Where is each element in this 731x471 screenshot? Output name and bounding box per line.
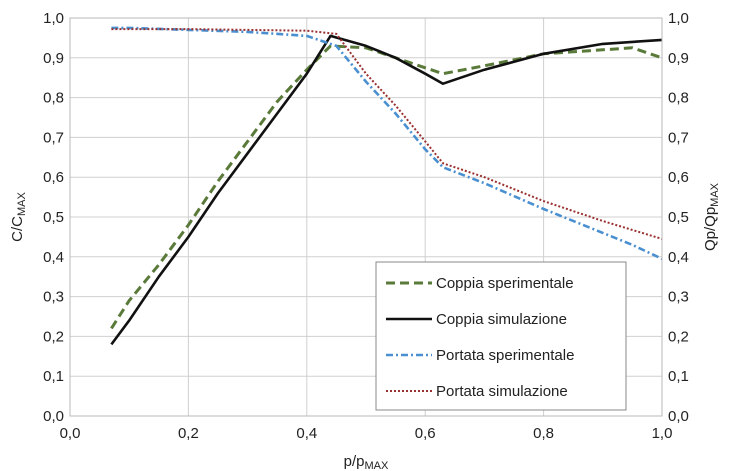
y-tick-label-left: 0,8: [43, 90, 64, 107]
y-tick-label-right: 0,6: [668, 169, 689, 186]
y-tick-label-right: 0,8: [668, 90, 689, 107]
y-tick-label-right: 0,3: [668, 289, 689, 306]
series-line-2: [110, 34, 663, 346]
x-tick-label: 0,8: [533, 425, 554, 442]
legend-box: [375, 261, 627, 411]
x-tick-label: 0,2: [178, 425, 199, 442]
y-tick-label-right: 0,0: [668, 408, 689, 425]
series-line-1: [110, 44, 663, 330]
y-tick-labels-left: 0,0 0,1 0,2 0,3 0,4 0,5 0,6 0,7 0,8 0,9 1,0: [43, 10, 64, 425]
legend: Coppia sperimentale Coppia simulazione Por…: [375, 261, 627, 411]
y-tick-label-right: 0,4: [668, 249, 689, 266]
y-tick-label-left: 0,4: [43, 249, 64, 266]
y-axis-title-left: C/CMAX: [9, 192, 28, 242]
y-tick-label-left: 0,1: [43, 368, 64, 385]
y-tick-label-left: 0,3: [43, 289, 64, 306]
series-line-3: [111, 26, 663, 260]
plot-border: [69, 17, 663, 417]
y-tick-label-left: 0,0: [43, 408, 64, 425]
legend-label-4: Portata simulazione: [436, 383, 568, 400]
y-tick-label-left: 0,6: [43, 169, 64, 186]
legend-label-2: Coppia simulazione: [436, 311, 567, 328]
x-tick-label: 0,4: [296, 425, 317, 442]
series-layer: [110, 26, 663, 346]
x-tick-label: 0,6: [415, 425, 436, 442]
legend-label-3: Portata sperimentale: [436, 347, 574, 364]
y-tick-label-right: 0,5: [668, 209, 689, 226]
series-line-4: [111, 28, 663, 240]
y-tick-labels-right: 0,0 0,1 0,2 0,3 0,4 0,5 0,6 0,7 0,8 0,9 1,0: [668, 10, 689, 425]
x-tick-label: 0,0: [60, 425, 81, 442]
y-tick-label-right: 0,9: [668, 50, 689, 67]
y-tick-label-left: 0,9: [43, 50, 64, 67]
y-tick-label-right: 0,1: [668, 368, 689, 385]
x-tick-labels: 0,0 0,2 0,4 0,6 0,8 1,0: [60, 425, 673, 442]
legend-label-1: Coppia sperimentale: [436, 275, 574, 292]
y-tick-label-right: 0,2: [668, 328, 689, 345]
x-tick-label: 1,0: [652, 425, 673, 442]
y-tick-label-right: 1,0: [668, 10, 689, 27]
legend-items: Coppia sperimentale Coppia simulazione Por…: [386, 275, 574, 400]
y-tick-label-left: 0,5: [43, 209, 64, 226]
y-axis-title-right: Qp/QpMAX: [702, 182, 721, 251]
x-axis-title: p/pMAX: [344, 453, 389, 471]
y-tick-label-left: 1,0: [43, 10, 64, 27]
y-tick-label-left: 0,7: [43, 129, 64, 146]
y-tick-label-left: 0,2: [43, 328, 64, 345]
y-tick-label-right: 0,7: [668, 129, 689, 146]
